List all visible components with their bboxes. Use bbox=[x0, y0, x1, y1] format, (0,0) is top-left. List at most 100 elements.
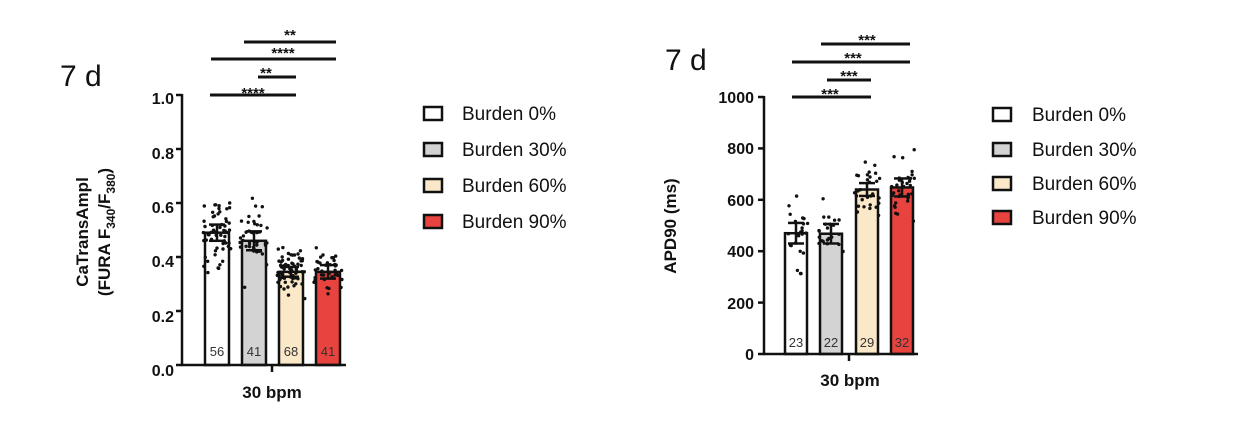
p2-data-point bbox=[892, 155, 896, 159]
panel2-legend-swatch bbox=[991, 106, 1013, 123]
panel1-sig-label: ** bbox=[284, 27, 296, 44]
panel1-sig-label: **** bbox=[271, 45, 295, 62]
p2-data-point bbox=[801, 222, 806, 226]
p2-data-point bbox=[856, 204, 861, 208]
p1-data-point bbox=[334, 271, 339, 275]
p1-data-point bbox=[257, 230, 262, 234]
p1-data-point bbox=[227, 221, 231, 225]
p2-data-point bbox=[873, 171, 878, 175]
p2-data-point bbox=[860, 198, 864, 202]
panel1-ylabel-suffix: ) bbox=[95, 168, 114, 174]
p2-data-point bbox=[793, 219, 798, 224]
p1-data-point bbox=[296, 262, 300, 266]
p2-data-point bbox=[894, 201, 898, 205]
p1-data-point bbox=[225, 230, 229, 235]
p2-data-point bbox=[900, 180, 904, 185]
p1-data-point bbox=[250, 196, 255, 200]
p1-data-point bbox=[227, 228, 232, 232]
p2-data-point bbox=[906, 192, 910, 196]
p1-data-point bbox=[253, 222, 257, 226]
panel1-ylabel-mid: /F bbox=[95, 194, 114, 209]
p2-data-point bbox=[862, 205, 866, 209]
p1-data-point bbox=[292, 253, 297, 257]
p1-data-point bbox=[247, 241, 252, 246]
p2-data-point bbox=[874, 205, 878, 209]
p1-data-point bbox=[228, 201, 232, 205]
p2-data-point bbox=[817, 235, 821, 239]
p1-data-point bbox=[227, 206, 232, 210]
p1-data-point bbox=[202, 204, 206, 208]
p2-data-point bbox=[856, 174, 861, 178]
p2-data-point bbox=[793, 241, 798, 245]
p2-data-point bbox=[855, 210, 860, 214]
p2-data-point bbox=[901, 156, 905, 160]
p1-data-point bbox=[225, 207, 229, 211]
p1-bar bbox=[277, 270, 305, 367]
panel2-legend-swatch bbox=[991, 175, 1013, 192]
p2-data-point bbox=[825, 226, 830, 230]
p1-data-point bbox=[213, 249, 218, 253]
p2-data-point bbox=[892, 204, 897, 208]
p1-data-point bbox=[340, 277, 344, 282]
panel2-legend-label: Burden 0% bbox=[1032, 105, 1126, 126]
p1-data-point bbox=[276, 280, 280, 284]
p1-data-point bbox=[239, 219, 244, 223]
p1-data-point bbox=[213, 253, 217, 257]
p1-data-point bbox=[249, 230, 254, 234]
panel2-sig-label: *** bbox=[844, 50, 862, 67]
p1-data-point bbox=[217, 206, 221, 211]
panel1-n-label: 41 bbox=[321, 344, 335, 359]
p2-data-point bbox=[795, 268, 800, 273]
p1-data-point bbox=[286, 263, 290, 268]
p1-data-point bbox=[263, 241, 268, 246]
p1-data-point bbox=[278, 263, 283, 268]
p2-data-point bbox=[875, 179, 879, 183]
panel1-legend-label: Burden 30% bbox=[462, 140, 567, 161]
p1-data-point bbox=[224, 217, 228, 221]
p1-data-point bbox=[277, 259, 281, 263]
p2-data-point bbox=[825, 242, 830, 246]
p1-data-point bbox=[203, 255, 207, 259]
p2-data-point bbox=[906, 196, 910, 200]
p1-data-point bbox=[281, 272, 285, 277]
p2-data-point bbox=[841, 249, 845, 254]
panel2-data-points bbox=[786, 148, 916, 276]
p1-data-point bbox=[313, 278, 317, 283]
p1-data-point bbox=[286, 293, 291, 297]
p1-data-point bbox=[265, 226, 269, 230]
p1-data-point bbox=[238, 245, 243, 249]
p2-data-point bbox=[821, 197, 825, 201]
p2-data-point bbox=[788, 212, 792, 216]
p2-data-point bbox=[897, 178, 902, 182]
panel2-ytick-label: 600 bbox=[727, 193, 754, 210]
p1-data-point bbox=[286, 251, 291, 256]
p1-data-point bbox=[314, 246, 318, 250]
p1-data-point bbox=[218, 225, 222, 230]
p1-data-point bbox=[202, 219, 206, 223]
p1-data-point bbox=[316, 260, 320, 264]
p1-data-point bbox=[286, 285, 290, 289]
p1-data-point bbox=[296, 277, 300, 281]
p2-data-point bbox=[877, 176, 882, 181]
p1-data-point bbox=[210, 223, 214, 228]
p1-data-point bbox=[328, 263, 332, 267]
panel1-legend-label: Burden 0% bbox=[462, 104, 556, 125]
panel2-n-label: 23 bbox=[789, 335, 803, 350]
p1-data-point bbox=[332, 258, 336, 263]
p1-data-point bbox=[339, 268, 344, 273]
p2-data-point bbox=[865, 195, 870, 199]
p1-data-point bbox=[253, 204, 258, 208]
p1-data-point bbox=[313, 268, 318, 272]
p1-data-point bbox=[327, 286, 331, 291]
p1-data-point bbox=[221, 259, 225, 263]
p1-data-point bbox=[303, 296, 307, 301]
p2-data-point bbox=[805, 221, 810, 226]
panel-apd90: 7 d APD90 (ms) 1000 800 600 400 200 0 23… bbox=[661, 32, 1137, 390]
p1-data-point bbox=[202, 264, 206, 268]
panel2-ytick-label: 800 bbox=[727, 141, 754, 158]
p1-data-point bbox=[291, 274, 295, 278]
panel1-n-label: 41 bbox=[247, 344, 261, 359]
p1-data-point bbox=[289, 253, 293, 257]
p2-data-point bbox=[822, 215, 826, 219]
